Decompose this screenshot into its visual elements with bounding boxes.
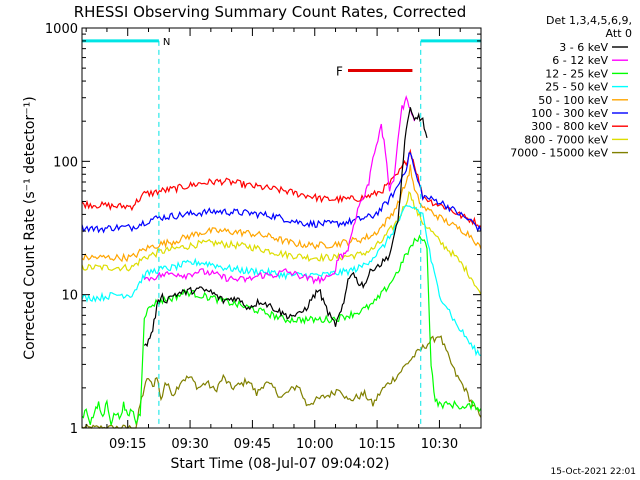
- legend-entry-label: 50 - 100 keV: [538, 94, 608, 107]
- series-line-3-6-kev: [143, 107, 428, 348]
- night-label: N: [163, 37, 170, 48]
- series-line-7000-15000-kev: [81, 335, 482, 429]
- legend-entry-label: 300 - 800 keV: [531, 120, 608, 133]
- legend-entry-label: 3 - 6 keV: [559, 41, 608, 54]
- x-tick-label: 09:45: [234, 437, 271, 452]
- y-tick-label: 100: [53, 155, 78, 170]
- legend-entry-label: 7000 - 15000 keV: [510, 147, 608, 160]
- series-line-25-50-kev: [81, 204, 482, 357]
- y-axis-label: Corrected Count Rate (s⁻¹ detector⁻¹): [22, 96, 38, 359]
- legend-header-attenuator: Att 0: [606, 27, 632, 40]
- chart-title: RHESSI Observing Summary Count Rates, Co…: [74, 3, 467, 21]
- series-line-6-12-kev: [143, 94, 416, 285]
- x-tick-label: 09:15: [109, 437, 146, 452]
- series-line-50-100-kev: [81, 164, 482, 263]
- flare-label: F: [336, 65, 343, 79]
- x-tick-label: 10:15: [358, 437, 395, 452]
- x-tick-label: 09:30: [171, 437, 208, 452]
- legend-entry-label: 25 - 50 keV: [545, 81, 608, 94]
- legend-entry-label: 800 - 7000 keV: [524, 133, 608, 146]
- series-line-800-7000-kev: [81, 191, 482, 295]
- y-tick-label: 1000: [45, 22, 78, 37]
- x-tick-label: 10:00: [296, 437, 333, 452]
- legend-entry-label: 100 - 300 keV: [531, 107, 608, 120]
- x-axis-label: Start Time (08-Jul-07 09:04:02): [170, 456, 389, 472]
- timestamp: 15-Oct-2021 22:01: [551, 467, 636, 477]
- y-tick-label: 1: [70, 422, 78, 437]
- legend-header-detectors: Det 1,3,4,5,6,9,: [546, 14, 632, 27]
- legend-entry-label: 12 - 25 keV: [545, 67, 608, 80]
- plot-frame: [81, 27, 482, 429]
- x-tick-label: 10:30: [421, 437, 458, 452]
- y-tick-label: 10: [61, 289, 78, 304]
- legend-entry-label: 6 - 12 keV: [552, 54, 608, 67]
- series-line-12-25-kev: [81, 234, 482, 426]
- series-line-100-300-kev: [81, 152, 482, 234]
